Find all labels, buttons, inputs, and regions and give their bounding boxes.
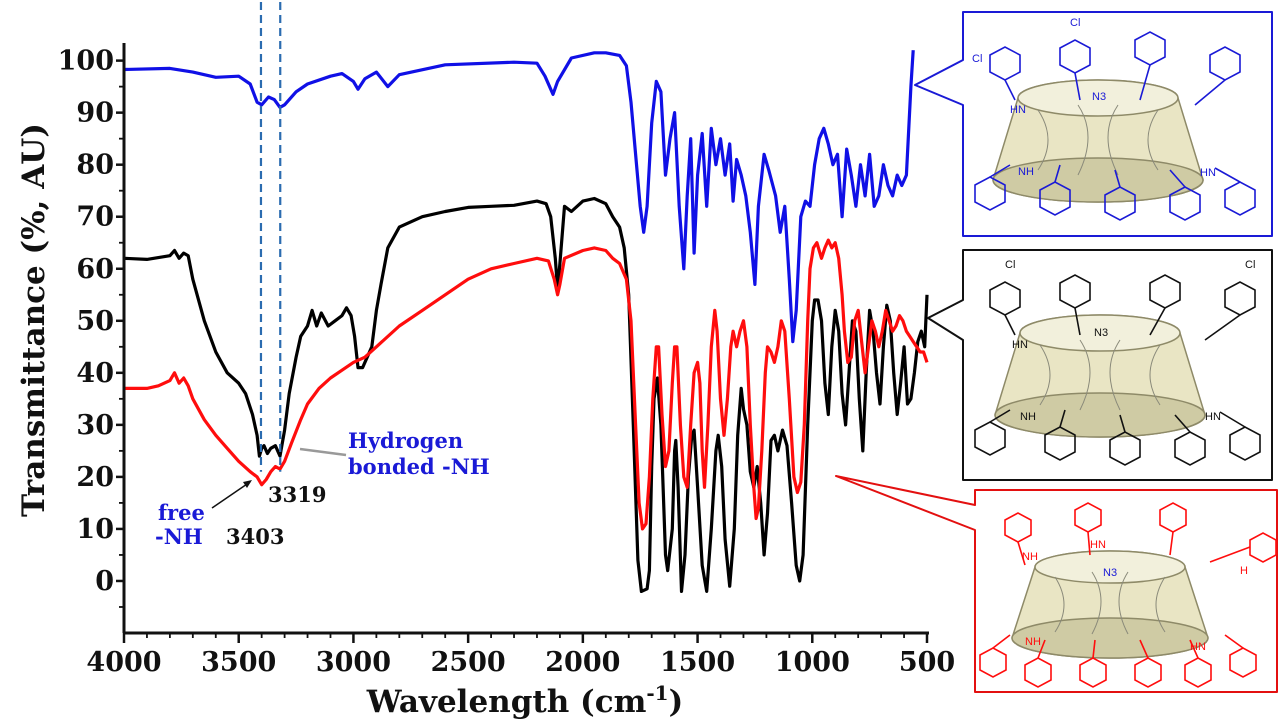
chem-label-blue-6: HN: [1200, 167, 1216, 179]
chem-label-red-1: NH: [1022, 551, 1038, 563]
substituents-black: [974, 274, 1261, 466]
axes: [122, 43, 929, 635]
annotation-peak-3403: 3403: [226, 524, 284, 549]
structure-inset-blue: Cl Cl HN N3 NH HN: [914, 11, 1273, 237]
y-tick-label-1: 100: [58, 46, 114, 77]
chem-label-red-2: HN: [1090, 539, 1106, 551]
y-axis-title: Transmittance (%, AU): [16, 123, 52, 517]
substituents-blue: [974, 31, 1256, 221]
annotation-pointer-hbond: [299, 447, 347, 457]
substituents-red: [979, 502, 1277, 688]
chem-label-black-2: Cl: [1245, 259, 1255, 271]
x-tick-label-4: 2500: [431, 647, 506, 678]
ticks: 4000 3500 3000 2500 2000 1500 1000 500100908070…: [58, 46, 956, 678]
x-tick-label-2: 3500: [201, 647, 276, 678]
x-tick-label-7: 1000: [775, 647, 850, 678]
chem-label-red-6: HN: [1190, 641, 1206, 653]
y-tick-label-3: 80: [76, 150, 114, 181]
chem-label-red-3: N3: [1103, 567, 1117, 579]
chem-label-blue-4: N3: [1092, 91, 1106, 103]
chem-label-blue-5: NH: [1018, 166, 1034, 178]
chem-label-red-4: H: [1240, 565, 1248, 577]
chem-label-black-4: N3: [1094, 327, 1108, 339]
y-tick-label-4: 70: [76, 202, 114, 233]
annotations: free -NH 3403 3319 Hydrogen bonded -NH: [155, 428, 490, 549]
cyclodextrin-black: [994, 314, 1206, 438]
series-line-2: [123, 196, 929, 593]
annotation-free-nh-line1: free: [158, 500, 205, 525]
x-tick-label-8: 500: [899, 647, 955, 678]
chem-label-blue-3: HN: [1010, 104, 1026, 116]
x-tick-label-3: 3000: [316, 647, 391, 678]
annotation-arrow-free-nh: [211, 481, 251, 509]
chem-label-black-6: HN: [1205, 411, 1221, 423]
annotation-free-nh-line2: -NH: [155, 524, 203, 549]
chem-label-black-3: HN: [1012, 339, 1028, 351]
chem-label-blue-2: Cl: [1070, 17, 1080, 29]
peak-guide-lines: [259, 2, 282, 472]
annotation-hbond-line2: bonded -NH: [348, 454, 490, 479]
chem-label-black-5: NH: [1020, 411, 1036, 423]
cyclodextrin-red: [1011, 550, 1209, 659]
annotation-hbond-line1: Hydrogen: [348, 428, 463, 453]
chem-label-red-5: NH: [1025, 636, 1041, 648]
y-tick-label-5: 60: [76, 254, 114, 285]
y-tick-label-7: 40: [76, 358, 114, 389]
y-tick-label-11: 0: [95, 566, 114, 597]
series-line-3: [124, 238, 929, 531]
y-tick-label-2: 90: [76, 98, 114, 129]
y-tick-label-9: 20: [76, 462, 114, 493]
cyclodextrin-blue: [992, 79, 1204, 203]
structure-inset-red: NH HN N3 H NH HN: [835, 475, 1278, 693]
x-tick-label-1: 4000: [86, 647, 161, 678]
y-tick-label-10: 10: [76, 514, 114, 545]
chem-label-black-1: Cl: [1005, 259, 1015, 271]
x-tick-label-6: 1500: [660, 647, 735, 678]
y-tick-label-8: 30: [76, 410, 114, 441]
structure-inset-black: Cl Cl HN N3 NH HN: [927, 249, 1273, 481]
series-line-1: [123, 50, 915, 344]
y-tick-label-6: 50: [76, 306, 114, 337]
annotation-arrowhead: [243, 480, 252, 488]
chem-label-blue-1: Cl: [972, 53, 982, 65]
annotation-peak-3319: 3319: [268, 482, 326, 507]
series-layer: [123, 50, 929, 593]
x-axis-title: Wavelength (cm-1): [366, 681, 684, 720]
x-tick-label-5: 2000: [545, 647, 620, 678]
